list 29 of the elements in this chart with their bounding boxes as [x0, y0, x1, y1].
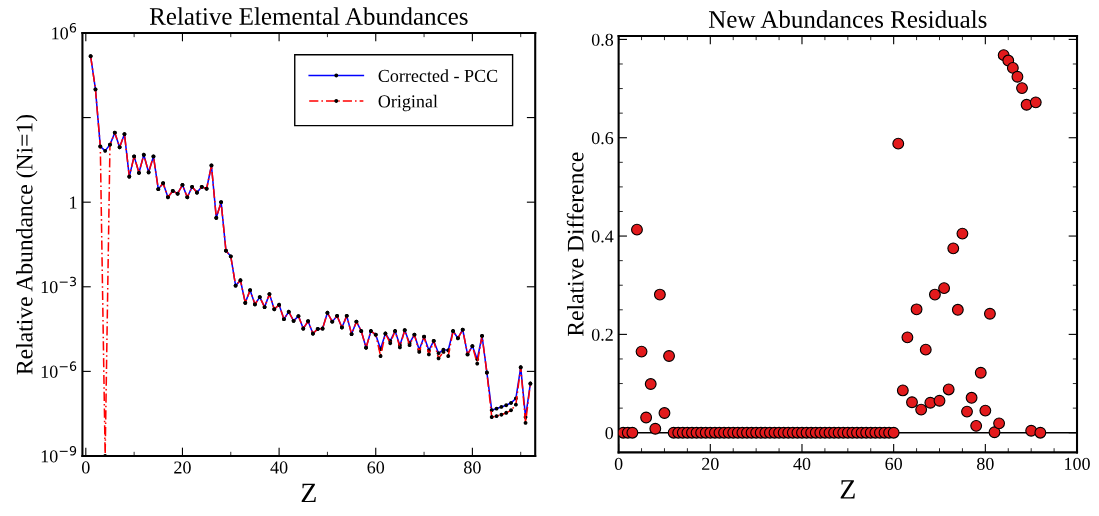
chart-title: Relative Elemental Abundances [149, 7, 468, 25]
x-tick-label: 40 [270, 461, 288, 474]
x-tick-label: 0 [81, 461, 90, 474]
y-tick-label: 0.8 [591, 33, 614, 46]
y-tick-label: 10$^{−3}$ [41, 276, 77, 294]
x-tick-label: 20 [174, 461, 191, 474]
y-tick-label: 10$^{−6}$ [41, 361, 77, 378]
x-tick-label: 40 [793, 457, 811, 470]
y-tick-label: 0.4 [591, 230, 614, 243]
x-tick-label: 60 [367, 461, 385, 474]
y-tick-label: 10$^{−9}$ [41, 445, 77, 463]
y-tick-label: 0.2 [591, 328, 613, 341]
legend-label: Corrected - PCC [378, 69, 498, 82]
y-tick-label: 0 [605, 426, 614, 440]
y-tick-label: 1 [70, 196, 77, 209]
chart-title: New Abundances Residuals [708, 10, 987, 28]
x-tick-label: 80 [464, 461, 481, 474]
x-tick-label: 20 [702, 457, 719, 470]
y-axis-title: Relative Difference [566, 152, 584, 337]
x-tick-label: 80 [977, 457, 994, 470]
y-tick-label: 0.6 [591, 131, 614, 145]
legend-label: Original [378, 94, 438, 112]
x-axis-title: Z [840, 480, 855, 499]
x-tick-label: 0 [614, 457, 623, 470]
y-axis-title: Relative Abundance (Ni=1) [16, 114, 38, 375]
x-axis-title: Z [301, 483, 316, 503]
y-tick-label: 10$^{6}$ [52, 22, 77, 40]
x-tick-label: 60 [885, 457, 902, 470]
x-tick-label: 100 [1065, 457, 1090, 470]
